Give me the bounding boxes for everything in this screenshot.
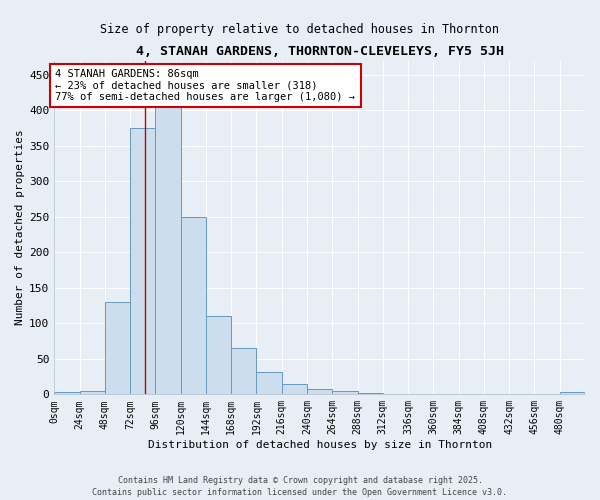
Title: 4, STANAH GARDENS, THORNTON-CLEVELEYS, FY5 5JH: 4, STANAH GARDENS, THORNTON-CLEVELEYS, F… bbox=[136, 45, 503, 58]
Text: Size of property relative to detached houses in Thornton: Size of property relative to detached ho… bbox=[101, 22, 499, 36]
Bar bbox=[155, 100, 181, 395]
Bar bbox=[560, 392, 585, 394]
Bar bbox=[80, 391, 105, 394]
Bar bbox=[105, 302, 130, 394]
Bar bbox=[130, 128, 155, 394]
Text: 4 STANAH GARDENS: 86sqm
← 23% of detached houses are smaller (318)
77% of semi-d: 4 STANAH GARDENS: 86sqm ← 23% of detache… bbox=[55, 69, 355, 102]
Bar bbox=[256, 372, 282, 394]
Bar bbox=[358, 393, 383, 394]
Bar bbox=[54, 392, 80, 394]
X-axis label: Distribution of detached houses by size in Thornton: Distribution of detached houses by size … bbox=[148, 440, 492, 450]
Y-axis label: Number of detached properties: Number of detached properties bbox=[15, 130, 25, 326]
Bar bbox=[181, 217, 206, 394]
Bar bbox=[231, 348, 256, 395]
Text: Contains HM Land Registry data © Crown copyright and database right 2025.
Contai: Contains HM Land Registry data © Crown c… bbox=[92, 476, 508, 497]
Bar bbox=[307, 388, 332, 394]
Bar bbox=[282, 384, 307, 394]
Bar bbox=[332, 391, 358, 394]
Bar bbox=[206, 316, 231, 394]
